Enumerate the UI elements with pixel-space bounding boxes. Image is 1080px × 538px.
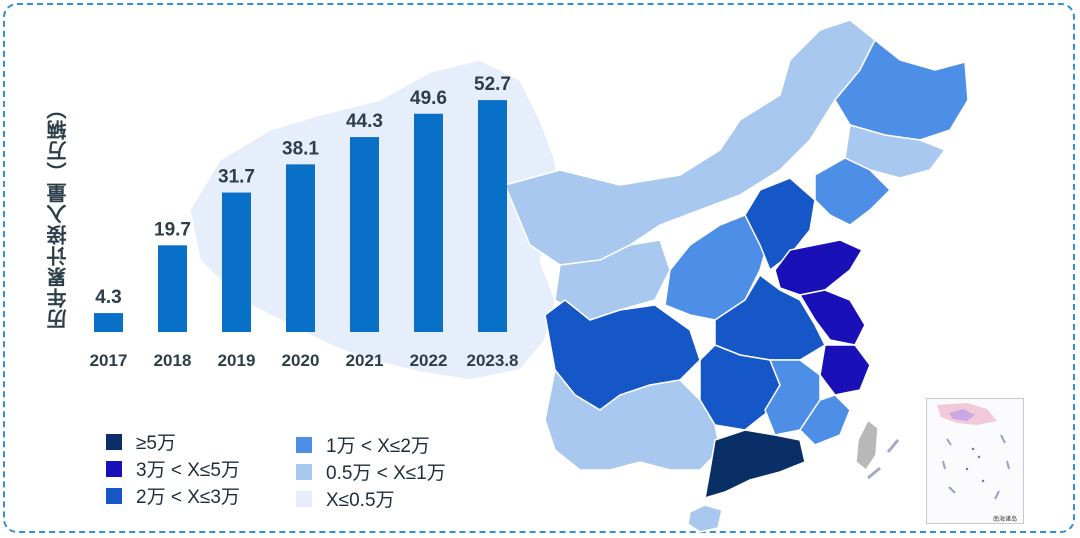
bar-2019 (222, 192, 251, 332)
legend-swatch (106, 433, 122, 450)
legend-label: 1万 < X≤2万 (326, 436, 430, 457)
value-label: 52.7 (474, 74, 511, 95)
map-dash (886, 439, 900, 453)
legend-swatch (106, 460, 122, 477)
value-label: 4.3 (95, 287, 121, 308)
value-label: 38.1 (282, 138, 319, 159)
map-dash (867, 466, 881, 480)
legend-item-3: 2万 < X≤3万 (106, 482, 240, 509)
map-region-hainan (687, 504, 723, 533)
legend-label: ≥5万 (136, 433, 176, 454)
inset-map-graphic (937, 403, 1010, 500)
x-tick-label: 2022 (410, 351, 448, 370)
value-label: 49.6 (410, 88, 447, 109)
x-tick-label: 2023.8 (467, 351, 519, 370)
bar-series (94, 100, 507, 333)
legend-item-1: ≥5万 (106, 428, 176, 455)
value-label: 31.7 (218, 167, 255, 188)
map-region-fujian (799, 394, 851, 446)
y-axis-label-text: 历年累计接入量（万辆） (47, 97, 70, 329)
legend-item-2: 3万 < X≤5万 (106, 455, 240, 482)
legend-swatch (296, 463, 312, 480)
inset-title: 南海诸岛 (993, 517, 1018, 523)
bar-2018 (158, 245, 187, 332)
legend-label: 0.5万 < X≤1万 (326, 463, 446, 484)
legend-label: 3万 < X≤5万 (136, 460, 240, 481)
bar-2017 (94, 313, 123, 332)
map-region-shandong (774, 239, 864, 296)
map-region-north-central (664, 214, 771, 321)
bar-2020 (286, 164, 315, 332)
value-label: 44.3 (346, 111, 383, 132)
legend-item-4: 1万 < X≤2万 (296, 431, 430, 458)
bar-2021 (350, 137, 379, 332)
map-region-jiangsu (798, 289, 866, 346)
x-tick-label: 2021 (346, 351, 384, 370)
legend-swatch (106, 487, 122, 504)
x-tick-label: 2019 (218, 351, 256, 370)
x-tick-label: 2020 (282, 351, 320, 370)
legend-swatch (296, 436, 312, 453)
map-region-hebei (744, 177, 816, 272)
value-label: 19.7 (154, 219, 191, 240)
bar-2022 (414, 113, 443, 332)
y-axis-label: 历年累计接入量（万辆） (34, 88, 82, 338)
south-china-sea-inset: 南海诸岛 (926, 398, 1024, 524)
legend-swatch (296, 490, 312, 507)
x-tick-label: 2017 (90, 351, 128, 370)
bar-2023.8 (478, 100, 507, 333)
dashed-frame (3, 3, 1075, 533)
legend-item-5: 0.5万 < X≤1万 (296, 458, 446, 485)
x-tick-label: 2018 (154, 351, 192, 370)
value-labels: 4.3 19.7 31.7 38.1 44.3 49.6 52.7 (95, 74, 511, 308)
x-tick-labels: 2017 2018 2019 2020 2021 2022 2023.8 (90, 351, 519, 370)
legend-label: 2万 < X≤3万 (136, 487, 240, 508)
map-region-liaoning (814, 157, 892, 226)
map-region-guangdong (704, 429, 806, 500)
legend-item-6: X≤0.5万 (296, 485, 395, 512)
legend-label: X≤0.5万 (326, 490, 395, 511)
map-region-taiwan (855, 418, 879, 472)
